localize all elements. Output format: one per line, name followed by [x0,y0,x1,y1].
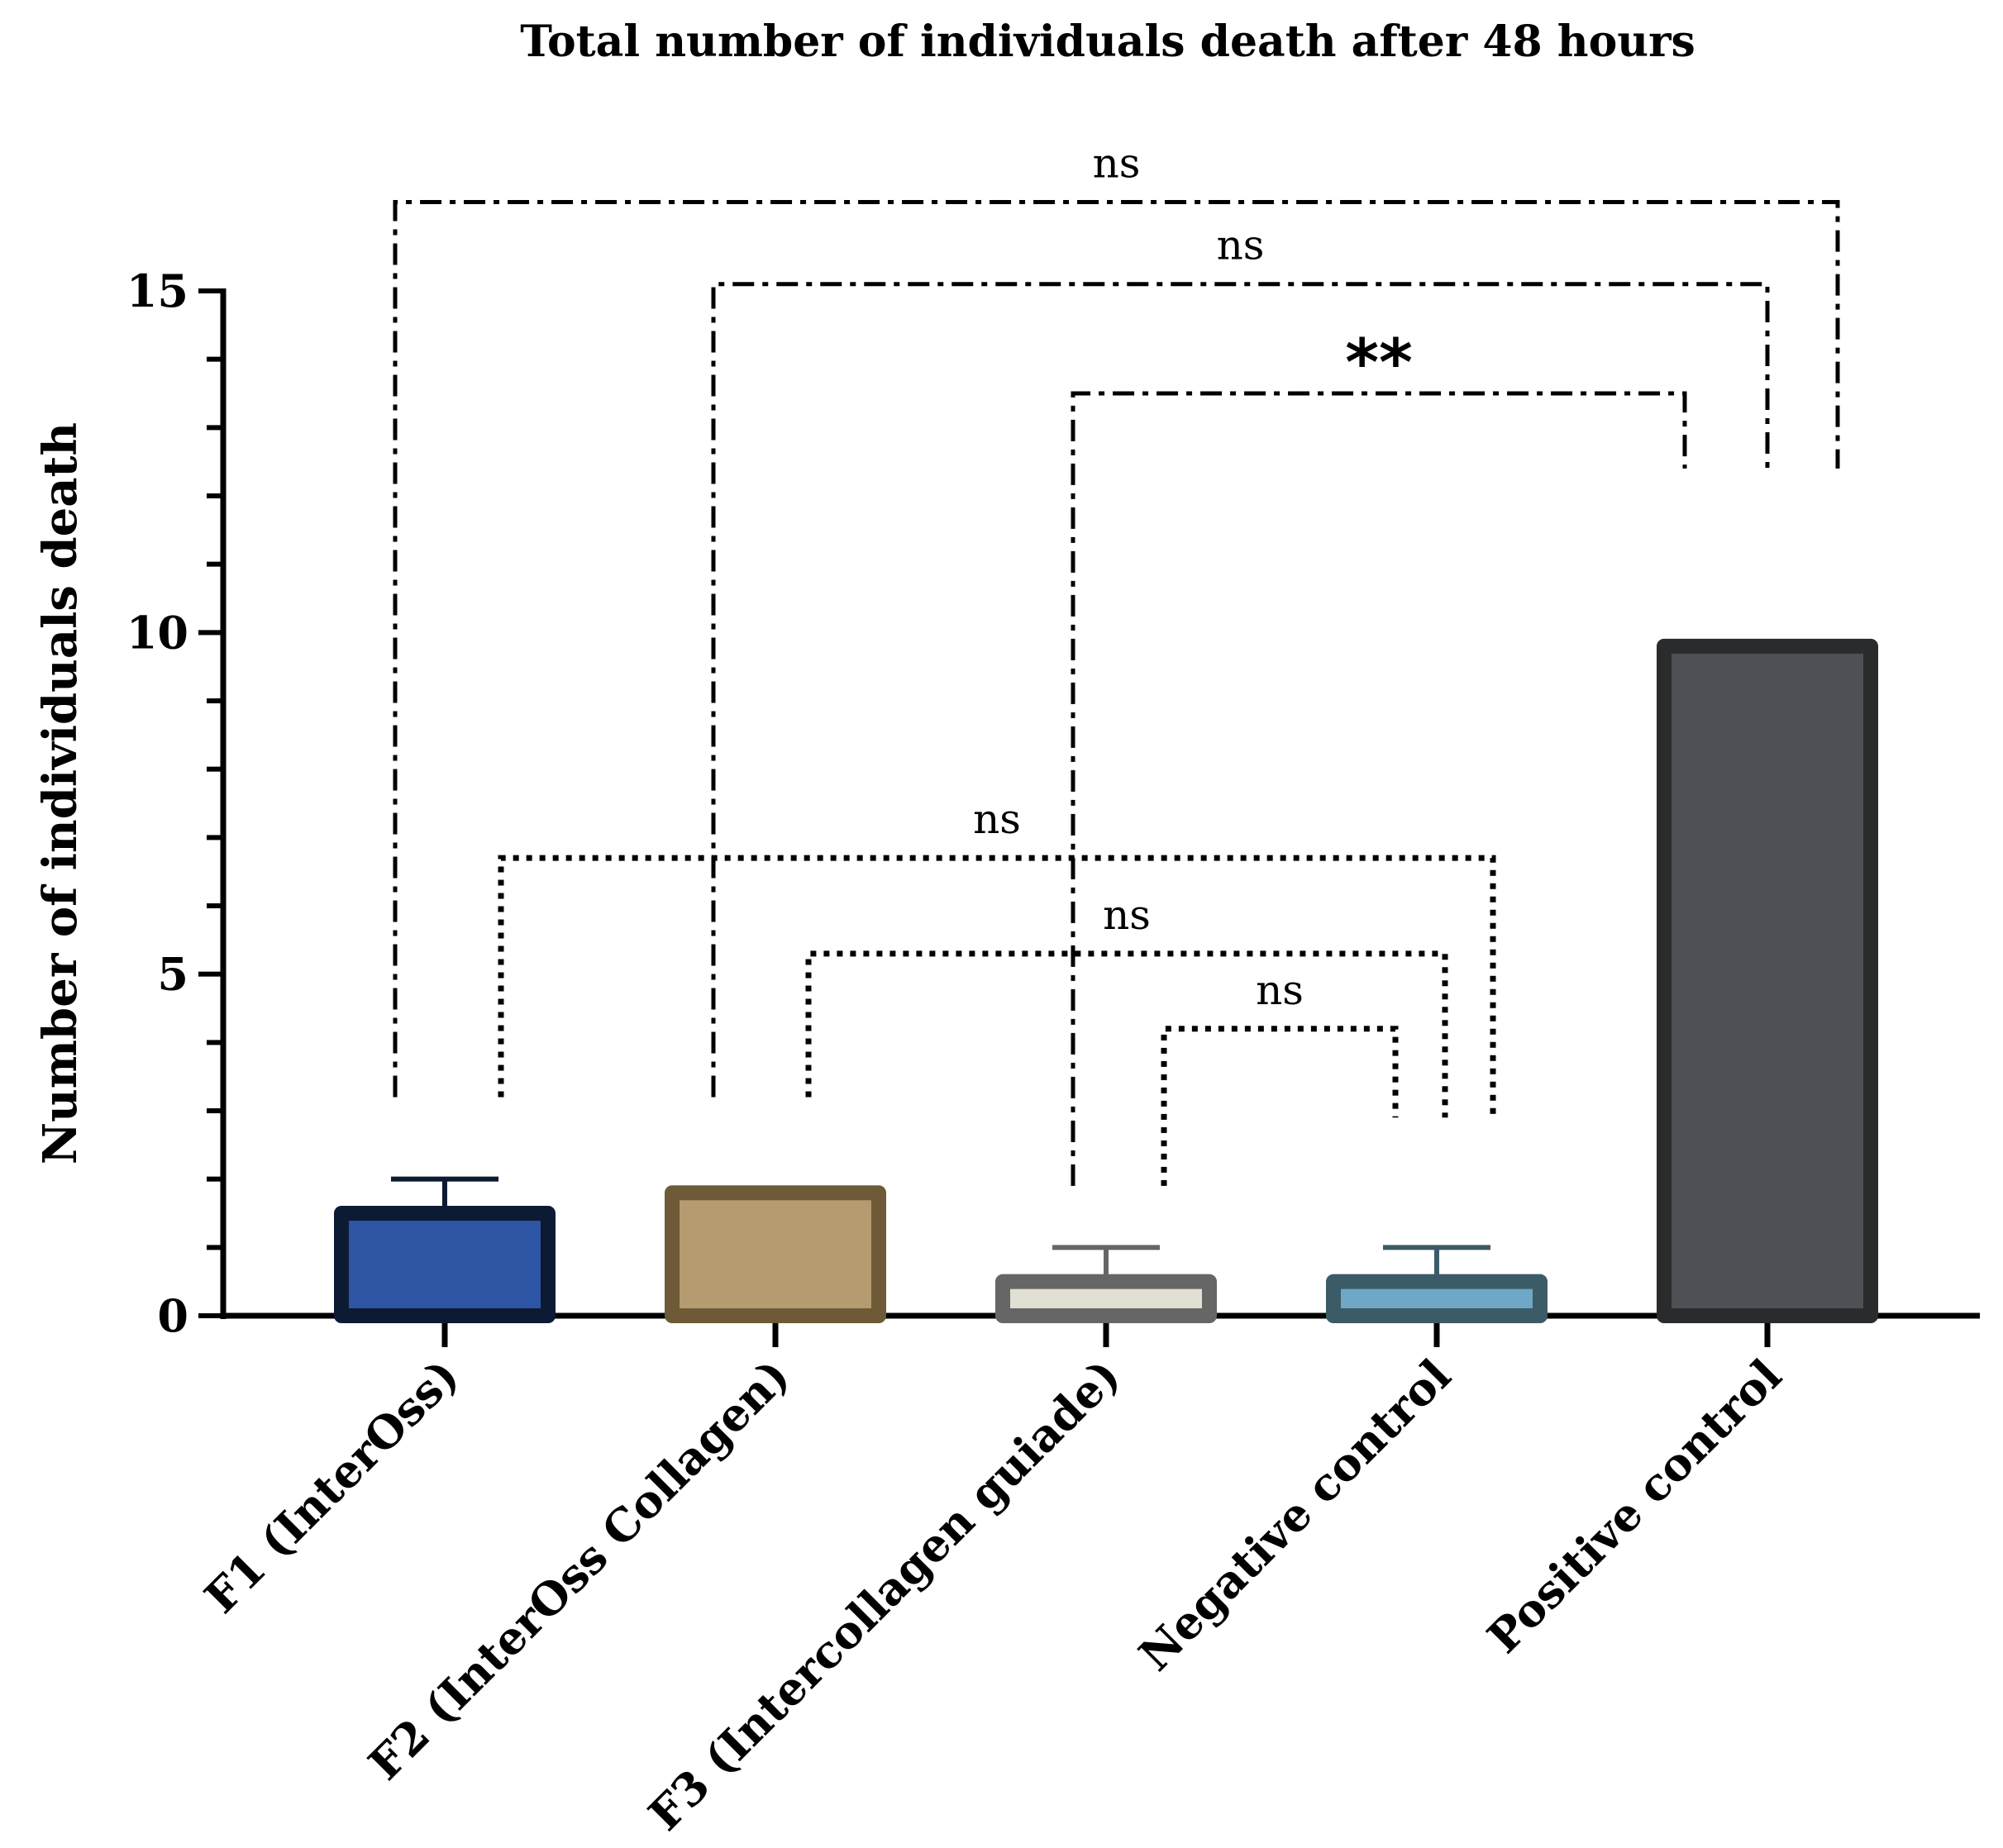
bar [1657,638,1878,1323]
significance-label: ns [1093,140,1141,188]
category-label: Positive control [1477,1349,1792,1664]
category-labels: F1 (InterOss)F2 (InterOss Collagen)F3 (I… [194,1349,1791,1841]
bar [665,1185,886,1323]
y-tick-label: 15 [126,264,188,317]
significance-brackets: ns ns ** ns ns ns [393,140,1840,1186]
significance-bracket [1161,1026,1399,1186]
significance-label: ns [1256,966,1304,1014]
category-label: F1 (InterOss) [194,1349,469,1623]
significance-bracket [1071,391,1687,1186]
category-label: Negative control [1128,1349,1461,1681]
bar [1326,1274,1548,1323]
bar [334,1206,556,1323]
y-tick-label: 0 [157,1289,188,1342]
y-tick-label: 10 [126,606,188,659]
significance-label: ns [1217,221,1265,269]
significance-bracket [805,950,1448,1118]
significance-bracket [393,200,1840,1098]
y-tick-label: 5 [157,948,188,1001]
significance-label: ** [1345,326,1413,401]
chart-title: Total number of individuals death after … [520,17,1695,67]
bar [995,1274,1217,1323]
significance-bracket [498,855,1496,1118]
significance-label: ns [973,795,1021,843]
significance-label: ns [1103,891,1151,939]
significance-bracket [711,282,1770,1098]
y-axis-label: Number of individuals death [33,422,88,1165]
bars [334,638,1878,1323]
